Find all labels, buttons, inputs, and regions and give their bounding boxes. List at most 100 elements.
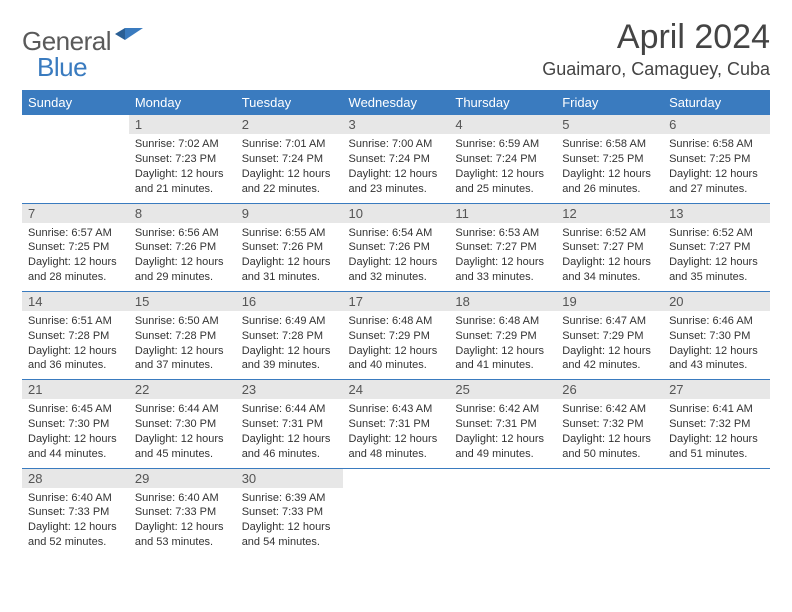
sunset-text: Sunset: 7:30 PM: [135, 417, 230, 432]
day-number: 10: [343, 204, 450, 223]
day-body: Sunrise: 6:50 AMSunset: 7:28 PMDaylight:…: [129, 311, 236, 379]
sunrise-text: Sunrise: 6:39 AM: [242, 491, 337, 506]
calendar-cell: [556, 468, 663, 556]
daylight-text: Daylight: 12 hours and 40 minutes.: [349, 344, 444, 374]
sunset-text: Sunset: 7:24 PM: [455, 152, 550, 167]
daylight-text: Daylight: 12 hours and 33 minutes.: [455, 255, 550, 285]
weekday-wednesday: Wednesday: [343, 90, 450, 115]
daylight-text: Daylight: 12 hours and 23 minutes.: [349, 167, 444, 197]
day-number: 23: [236, 380, 343, 399]
day-body: Sunrise: 6:44 AMSunset: 7:30 PMDaylight:…: [129, 399, 236, 467]
sunset-text: Sunset: 7:24 PM: [349, 152, 444, 167]
day-number: 1: [129, 115, 236, 134]
month-title: April 2024: [542, 18, 770, 57]
logo-blue-row: Blue: [37, 52, 87, 83]
sunset-text: Sunset: 7:29 PM: [349, 329, 444, 344]
sunset-text: Sunset: 7:31 PM: [242, 417, 337, 432]
day-body: Sunrise: 6:57 AMSunset: 7:25 PMDaylight:…: [22, 223, 129, 291]
sunset-text: Sunset: 7:33 PM: [28, 505, 123, 520]
calendar-cell: 20Sunrise: 6:46 AMSunset: 7:30 PMDayligh…: [663, 291, 770, 379]
day-number: 14: [22, 292, 129, 311]
sunrise-text: Sunrise: 6:52 AM: [669, 226, 764, 241]
calendar-cell: 7Sunrise: 6:57 AMSunset: 7:25 PMDaylight…: [22, 203, 129, 291]
calendar-row: 14Sunrise: 6:51 AMSunset: 7:28 PMDayligh…: [22, 291, 770, 379]
day-body: Sunrise: 6:40 AMSunset: 7:33 PMDaylight:…: [22, 488, 129, 556]
daylight-text: Daylight: 12 hours and 25 minutes.: [455, 167, 550, 197]
day-body: Sunrise: 6:49 AMSunset: 7:28 PMDaylight:…: [236, 311, 343, 379]
sunset-text: Sunset: 7:26 PM: [242, 240, 337, 255]
daylight-text: Daylight: 12 hours and 54 minutes.: [242, 520, 337, 550]
sunset-text: Sunset: 7:28 PM: [242, 329, 337, 344]
day-body: Sunrise: 6:51 AMSunset: 7:28 PMDaylight:…: [22, 311, 129, 379]
sunrise-text: Sunrise: 6:49 AM: [242, 314, 337, 329]
calendar-cell: 12Sunrise: 6:52 AMSunset: 7:27 PMDayligh…: [556, 203, 663, 291]
day-number: 7: [22, 204, 129, 223]
daylight-text: Daylight: 12 hours and 51 minutes.: [669, 432, 764, 462]
day-body: Sunrise: 6:40 AMSunset: 7:33 PMDaylight:…: [129, 488, 236, 556]
calendar-cell: 4Sunrise: 6:59 AMSunset: 7:24 PMDaylight…: [449, 115, 556, 203]
day-body: Sunrise: 6:46 AMSunset: 7:30 PMDaylight:…: [663, 311, 770, 379]
daylight-text: Daylight: 12 hours and 21 minutes.: [135, 167, 230, 197]
daylight-text: Daylight: 12 hours and 52 minutes.: [28, 520, 123, 550]
calendar-cell: 5Sunrise: 6:58 AMSunset: 7:25 PMDaylight…: [556, 115, 663, 203]
day-body: Sunrise: 6:55 AMSunset: 7:26 PMDaylight:…: [236, 223, 343, 291]
day-body: Sunrise: 6:59 AMSunset: 7:24 PMDaylight:…: [449, 134, 556, 202]
day-number: 17: [343, 292, 450, 311]
title-block: April 2024 Guaimaro, Camaguey, Cuba: [542, 18, 770, 80]
day-body: Sunrise: 6:48 AMSunset: 7:29 PMDaylight:…: [343, 311, 450, 379]
sunrise-text: Sunrise: 6:43 AM: [349, 402, 444, 417]
sunrise-text: Sunrise: 6:52 AM: [562, 226, 657, 241]
sunset-text: Sunset: 7:33 PM: [135, 505, 230, 520]
daylight-text: Daylight: 12 hours and 35 minutes.: [669, 255, 764, 285]
weekday-friday: Friday: [556, 90, 663, 115]
weekday-saturday: Saturday: [663, 90, 770, 115]
day-number: 30: [236, 469, 343, 488]
sunset-text: Sunset: 7:23 PM: [135, 152, 230, 167]
weekday-thursday: Thursday: [449, 90, 556, 115]
daylight-text: Daylight: 12 hours and 48 minutes.: [349, 432, 444, 462]
day-number: 9: [236, 204, 343, 223]
calendar-cell: 23Sunrise: 6:44 AMSunset: 7:31 PMDayligh…: [236, 380, 343, 468]
weekday-tuesday: Tuesday: [236, 90, 343, 115]
sunrise-text: Sunrise: 6:58 AM: [562, 137, 657, 152]
day-number: 26: [556, 380, 663, 399]
calendar-cell: 24Sunrise: 6:43 AMSunset: 7:31 PMDayligh…: [343, 380, 450, 468]
day-body: Sunrise: 7:02 AMSunset: 7:23 PMDaylight:…: [129, 134, 236, 202]
calendar-cell: 16Sunrise: 6:49 AMSunset: 7:28 PMDayligh…: [236, 291, 343, 379]
calendar-cell: 26Sunrise: 6:42 AMSunset: 7:32 PMDayligh…: [556, 380, 663, 468]
sunset-text: Sunset: 7:26 PM: [135, 240, 230, 255]
day-body: Sunrise: 6:45 AMSunset: 7:30 PMDaylight:…: [22, 399, 129, 467]
calendar-cell: 1Sunrise: 7:02 AMSunset: 7:23 PMDaylight…: [129, 115, 236, 203]
day-body: Sunrise: 7:01 AMSunset: 7:24 PMDaylight:…: [236, 134, 343, 202]
calendar-cell: 19Sunrise: 6:47 AMSunset: 7:29 PMDayligh…: [556, 291, 663, 379]
sunset-text: Sunset: 7:27 PM: [669, 240, 764, 255]
sunrise-text: Sunrise: 7:00 AM: [349, 137, 444, 152]
day-number: 4: [449, 115, 556, 134]
day-body: Sunrise: 6:39 AMSunset: 7:33 PMDaylight:…: [236, 488, 343, 556]
calendar-table: Sunday Monday Tuesday Wednesday Thursday…: [22, 90, 770, 556]
day-number: 11: [449, 204, 556, 223]
sunrise-text: Sunrise: 6:55 AM: [242, 226, 337, 241]
location: Guaimaro, Camaguey, Cuba: [542, 59, 770, 80]
sunset-text: Sunset: 7:30 PM: [669, 329, 764, 344]
sunset-text: Sunset: 7:28 PM: [135, 329, 230, 344]
logo-text-blue: Blue: [37, 52, 87, 82]
daylight-text: Daylight: 12 hours and 27 minutes.: [669, 167, 764, 197]
sunrise-text: Sunrise: 6:41 AM: [669, 402, 764, 417]
day-body: Sunrise: 6:41 AMSunset: 7:32 PMDaylight:…: [663, 399, 770, 467]
calendar-row: 7Sunrise: 6:57 AMSunset: 7:25 PMDaylight…: [22, 203, 770, 291]
sunset-text: Sunset: 7:32 PM: [562, 417, 657, 432]
calendar-row: 28Sunrise: 6:40 AMSunset: 7:33 PMDayligh…: [22, 468, 770, 556]
daylight-text: Daylight: 12 hours and 36 minutes.: [28, 344, 123, 374]
calendar-cell: 30Sunrise: 6:39 AMSunset: 7:33 PMDayligh…: [236, 468, 343, 556]
sunrise-text: Sunrise: 6:42 AM: [562, 402, 657, 417]
sunrise-text: Sunrise: 6:42 AM: [455, 402, 550, 417]
sunset-text: Sunset: 7:25 PM: [28, 240, 123, 255]
sunrise-text: Sunrise: 6:58 AM: [669, 137, 764, 152]
sunset-text: Sunset: 7:30 PM: [28, 417, 123, 432]
calendar-cell: 3Sunrise: 7:00 AMSunset: 7:24 PMDaylight…: [343, 115, 450, 203]
sunrise-text: Sunrise: 6:45 AM: [28, 402, 123, 417]
calendar-cell: 11Sunrise: 6:53 AMSunset: 7:27 PMDayligh…: [449, 203, 556, 291]
calendar-cell: 9Sunrise: 6:55 AMSunset: 7:26 PMDaylight…: [236, 203, 343, 291]
daylight-text: Daylight: 12 hours and 41 minutes.: [455, 344, 550, 374]
